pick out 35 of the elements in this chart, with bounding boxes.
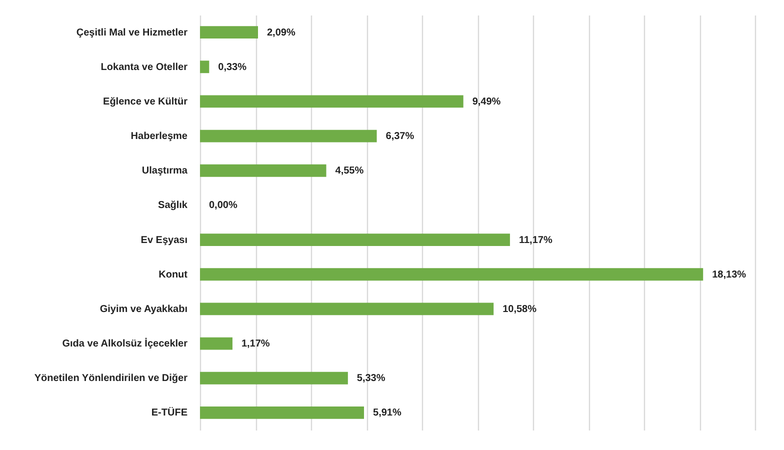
bar bbox=[200, 337, 232, 350]
data-label: 9,49% bbox=[472, 96, 501, 108]
y-tick-label: Gıda ve Alkolsüz İçecekler bbox=[62, 338, 188, 350]
data-label: 18,13% bbox=[712, 269, 746, 280]
bar bbox=[200, 234, 510, 246]
y-tick-label: Ulaştırma bbox=[142, 166, 188, 177]
y-tick-label: Giyim ve Ayakkabı bbox=[100, 304, 188, 315]
y-tick-label: Eğlence ve Kültür bbox=[103, 96, 188, 108]
data-label: 5,91% bbox=[373, 408, 402, 419]
data-label: 0,33% bbox=[218, 62, 247, 73]
bar bbox=[200, 406, 364, 419]
bar bbox=[200, 60, 210, 74]
bar bbox=[200, 95, 464, 108]
data-label: 2,09% bbox=[266, 27, 296, 38]
bar bbox=[200, 164, 326, 177]
bar bbox=[200, 372, 348, 384]
data-label: 10,58% bbox=[502, 304, 537, 315]
y-tick-label: Çeşitli Mal ve Hizmetler bbox=[76, 27, 188, 38]
data-label: 11,17% bbox=[518, 234, 552, 246]
y-tick-label: Konut bbox=[158, 269, 188, 280]
bar bbox=[200, 26, 258, 39]
bar bbox=[200, 130, 377, 142]
y-tick-label: Sağlık bbox=[158, 200, 188, 212]
y-tick-label: Haberleşme bbox=[130, 131, 188, 142]
y-tick-label: Yönetilen Yönlendirilen ve Diğer bbox=[34, 373, 188, 384]
data-label: 0,00% bbox=[209, 200, 238, 212]
bar bbox=[200, 302, 494, 316]
data-label: 4,55% bbox=[335, 166, 364, 177]
y-tick-label: Ev Eşyası bbox=[140, 234, 188, 246]
data-label: 1,17% bbox=[241, 338, 270, 350]
y-tick-label: E-TÜFE bbox=[151, 406, 188, 419]
bar bbox=[200, 268, 704, 281]
y-tick-label: Lokanta ve Oteller bbox=[100, 62, 188, 73]
data-label: 6,37% bbox=[386, 131, 414, 142]
data-label: 5,33% bbox=[356, 373, 386, 384]
